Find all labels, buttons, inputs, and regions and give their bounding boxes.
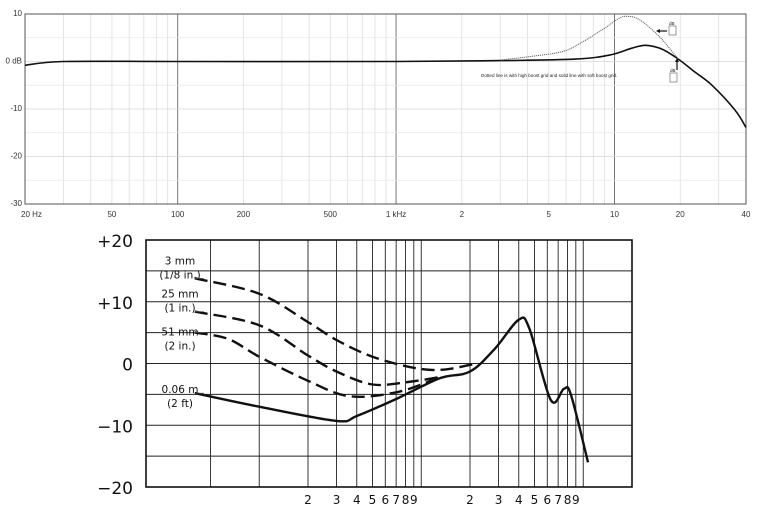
chart-top-soft-vs-high-boost: 20 Hz 50 100 200 500 1 kHz 2 5 10 20 40 10 0 dB -10 -2…: [6, 9, 751, 219]
y-tick-label: 0 dB: [6, 57, 22, 66]
y-tick-label: 0: [122, 356, 133, 376]
x-tick-label: 5: [369, 493, 377, 507]
y-tick-label: -30: [10, 199, 22, 208]
x-tick-label: 2: [460, 210, 465, 219]
y-tick-label: +10: [97, 294, 133, 314]
y-tick-label: 10: [13, 9, 22, 18]
x-tick-label: 9: [572, 493, 580, 507]
series-line-dotted-1: [500, 15, 679, 61]
x-tick-label: 40: [742, 210, 751, 219]
marker-box-bottom: [669, 72, 678, 83]
x-tick-label: 100: [171, 210, 185, 219]
x-tick-label: 50: [107, 210, 116, 219]
x-tick-label: 4: [353, 493, 361, 507]
chart-top-annotation: Dotted line is with high boost grid and …: [481, 73, 617, 78]
series-line-dashed-2: [194, 331, 441, 398]
series-line-dashed-1: [194, 310, 440, 387]
series-label: 25 mm: [161, 289, 198, 301]
series-line-solid-0: [24, 44, 747, 128]
x-tick-label: 10: [610, 210, 619, 219]
y-tick-label: −20: [97, 479, 133, 499]
marker-label-bottom: dB: [670, 68, 676, 73]
x-tick-label: 1 kHz: [386, 210, 406, 219]
series-line-solid-3: [194, 316, 590, 463]
x-tick-label: 8: [564, 493, 572, 507]
y-tick-label: +20: [97, 232, 133, 252]
marker-box-top: [668, 25, 677, 36]
x-tick-label: 3: [495, 493, 503, 507]
chart-bottom-proximity-effect: 2 3 4 5 6 7 8 9 2 3 4 5 6 7 8 9+20+100−10−203 mm(1/8 in…: [97, 232, 633, 507]
plot-frame: [24, 13, 747, 205]
series-label: 51 mm: [161, 327, 198, 339]
x-tick-label: 6: [381, 493, 389, 507]
x-tick-label: 2: [466, 493, 474, 507]
arrow-head-icon: [656, 29, 660, 33]
plot-frame: [145, 239, 633, 488]
y-tick-label: −10: [97, 417, 133, 437]
x-tick-label: 3: [333, 493, 341, 507]
x-tick-label: 5: [531, 493, 539, 507]
x-tick-label: 9: [410, 493, 418, 507]
marker-label-top: dB: [669, 21, 675, 26]
series-label: 3 mm: [165, 255, 195, 267]
series-label: (2 in.): [164, 341, 195, 353]
series-label: (1/8 in.): [159, 269, 200, 281]
x-tick-label: 6: [543, 493, 551, 507]
arrow-head-icon: [675, 58, 679, 62]
x-tick-label: 20 Hz: [21, 210, 42, 219]
y-tick-label: -10: [10, 104, 22, 113]
x-tick-label: 8: [402, 493, 410, 507]
series-line-dashed-0: [194, 277, 477, 372]
series-label: 0.06 m: [162, 384, 199, 396]
x-tick-label: 2: [304, 493, 312, 507]
x-tick-label: 200: [237, 210, 251, 219]
x-tick-label: 4: [515, 493, 523, 507]
x-tick-label: 500: [324, 210, 338, 219]
y-tick-label: -20: [10, 152, 22, 161]
x-tick-label: 7: [554, 493, 562, 507]
series-label: (2 ft): [167, 398, 193, 410]
x-tick-label: 20: [676, 210, 685, 219]
x-tick-label: 7: [392, 493, 400, 507]
x-tick-label: 5: [547, 210, 552, 219]
series-label: (1 in.): [164, 303, 195, 315]
